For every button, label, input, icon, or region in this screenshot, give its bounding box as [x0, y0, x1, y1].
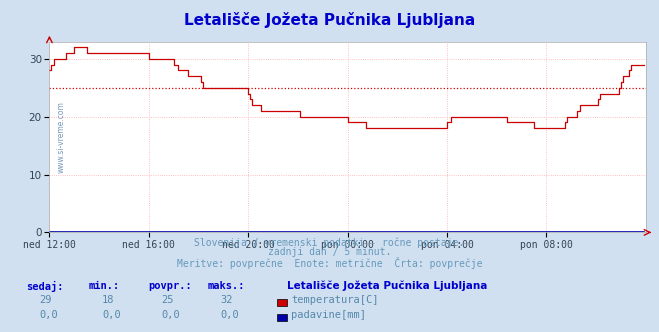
Text: 32: 32 [221, 295, 233, 305]
Text: Slovenija / vremenski podatki - ročne postaje.: Slovenija / vremenski podatki - ročne po… [194, 237, 465, 248]
Text: Letališče Jožeta Pučnika Ljubljana: Letališče Jožeta Pučnika Ljubljana [184, 12, 475, 28]
Text: 0,0: 0,0 [102, 310, 121, 320]
Text: sedaj:: sedaj: [26, 281, 64, 291]
Text: 29: 29 [40, 295, 52, 305]
Text: min.:: min.: [89, 281, 120, 290]
Text: padavine[mm]: padavine[mm] [291, 310, 366, 320]
Text: 25: 25 [161, 295, 174, 305]
Text: maks.:: maks.: [208, 281, 245, 290]
Text: 0,0: 0,0 [40, 310, 58, 320]
Text: www.si-vreme.com: www.si-vreme.com [57, 101, 66, 173]
Text: Letališče Jožeta Pučnika Ljubljana: Letališče Jožeta Pučnika Ljubljana [287, 281, 487, 291]
Text: zadnji dan / 5 minut.: zadnji dan / 5 minut. [268, 247, 391, 257]
Text: temperatura[C]: temperatura[C] [291, 295, 379, 305]
Text: povpr.:: povpr.: [148, 281, 192, 290]
Text: 0,0: 0,0 [161, 310, 180, 320]
Text: 18: 18 [102, 295, 115, 305]
Text: 0,0: 0,0 [221, 310, 239, 320]
Text: Meritve: povprečne  Enote: metrične  Črta: povprečje: Meritve: povprečne Enote: metrične Črta:… [177, 257, 482, 269]
